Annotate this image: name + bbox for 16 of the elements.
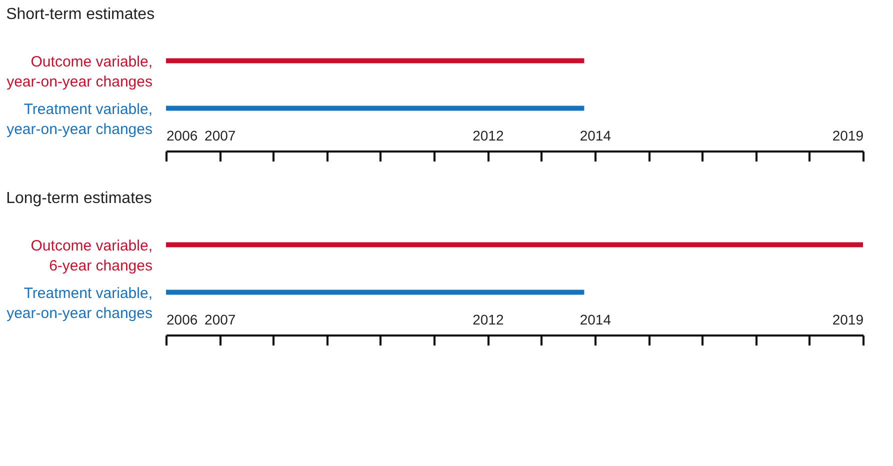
x-tick-label: 2012 [472, 128, 504, 144]
x-tick-label: 2007 [204, 128, 236, 144]
x-tick-label: 2019 [832, 128, 864, 144]
x-tick-label: 2012 [472, 312, 504, 328]
chart-title: Long-term estimates [6, 190, 152, 207]
x-tick-label: 2014 [580, 312, 612, 328]
x-tick-label: 2006 [166, 128, 198, 144]
x-tick-label: 2014 [580, 128, 612, 144]
y-tick-label: Outcome variable, year-on-year changes [6, 53, 152, 90]
y-tick-label: Treatment variable, year-on-year changes [6, 284, 152, 322]
chart-title: Short-term estimates [6, 6, 155, 23]
x-tick-label: 2007 [204, 312, 236, 328]
y-tick-label: Treatment variable, year-on-year changes [6, 100, 152, 138]
x-tick-label: 2019 [832, 312, 864, 328]
y-tick-label: Outcome variable, 6-year changes [30, 237, 152, 274]
x-tick-label: 2006 [166, 312, 198, 328]
